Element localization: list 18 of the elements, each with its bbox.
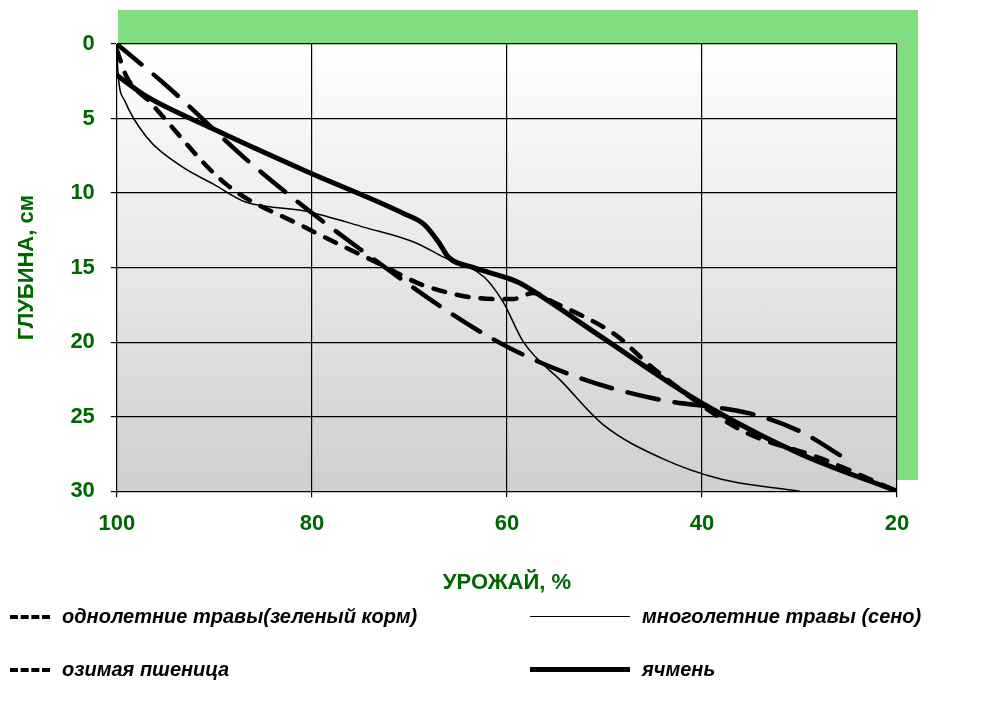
y-tick-label: 0 <box>82 30 95 56</box>
y-tick-label: 20 <box>70 328 95 354</box>
x-tick-label: 20 <box>884 510 910 536</box>
y-tick-label: 30 <box>70 477 95 503</box>
y-tick-label: 10 <box>70 179 95 205</box>
legend-label: однолетние травы(зеленый корм) <box>62 605 418 628</box>
y-tick-label: 15 <box>70 253 95 279</box>
legend-label: ячмень <box>642 658 716 681</box>
y-axis-title: ГЛУБИНА, см <box>13 195 39 341</box>
legend-label: многолетние травы (сено) <box>642 605 922 628</box>
y-tick-label: 25 <box>70 402 95 428</box>
x-tick-label: 40 <box>689 510 715 536</box>
x-tick-label: 60 <box>494 510 520 536</box>
x-tick-label: 80 <box>299 510 325 536</box>
legend-label: озимая пшеница <box>62 658 230 681</box>
y-tick-label: 5 <box>82 104 95 130</box>
x-axis-title: УРОЖАЙ, % <box>442 568 572 594</box>
x-tick-label: 100 <box>98 510 136 536</box>
